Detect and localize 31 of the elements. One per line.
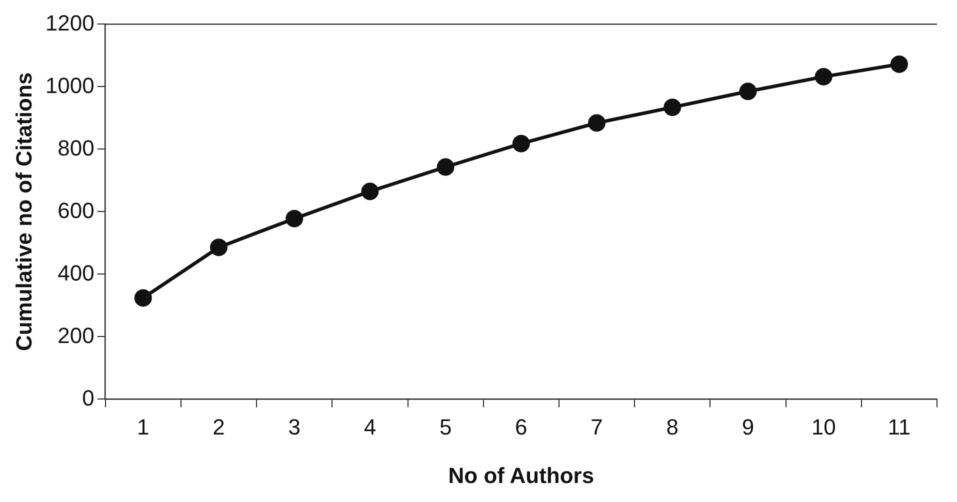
point xyxy=(814,68,832,86)
point xyxy=(512,134,530,152)
point xyxy=(210,238,228,256)
point xyxy=(436,158,454,176)
point xyxy=(134,289,152,307)
y-tick-label: 1000 xyxy=(45,72,94,98)
y-tick-label: 200 xyxy=(58,322,94,348)
point xyxy=(664,98,682,116)
y-tick-label: 1200 xyxy=(45,10,94,36)
x-tick-label: 9 xyxy=(742,414,754,440)
point xyxy=(739,82,757,100)
point xyxy=(361,182,379,200)
x-axis-title: No of Authors xyxy=(448,462,594,488)
x-tick-label: 11 xyxy=(888,414,911,440)
x-tick-label: 8 xyxy=(666,414,679,440)
y-tick-label: 400 xyxy=(58,260,94,286)
x-tick-label: 6 xyxy=(515,414,528,440)
x-tick-label: 7 xyxy=(590,414,603,440)
x-tick-label: 1 xyxy=(137,414,150,440)
x-tick-label: 4 xyxy=(364,414,376,440)
y-tick-label: 600 xyxy=(58,198,94,223)
y-tick-label: 800 xyxy=(58,135,94,160)
x-tick-label: 2 xyxy=(212,414,225,440)
point xyxy=(588,114,606,132)
point xyxy=(890,55,908,73)
y-axis-title: Cumulative no of Citations xyxy=(11,72,36,352)
x-tick-label: 5 xyxy=(439,414,452,440)
x-tick-label: 10 xyxy=(811,414,836,440)
y-tick-label: 0 xyxy=(82,385,94,410)
x-tick-label: 3 xyxy=(288,414,300,440)
point xyxy=(286,210,304,228)
